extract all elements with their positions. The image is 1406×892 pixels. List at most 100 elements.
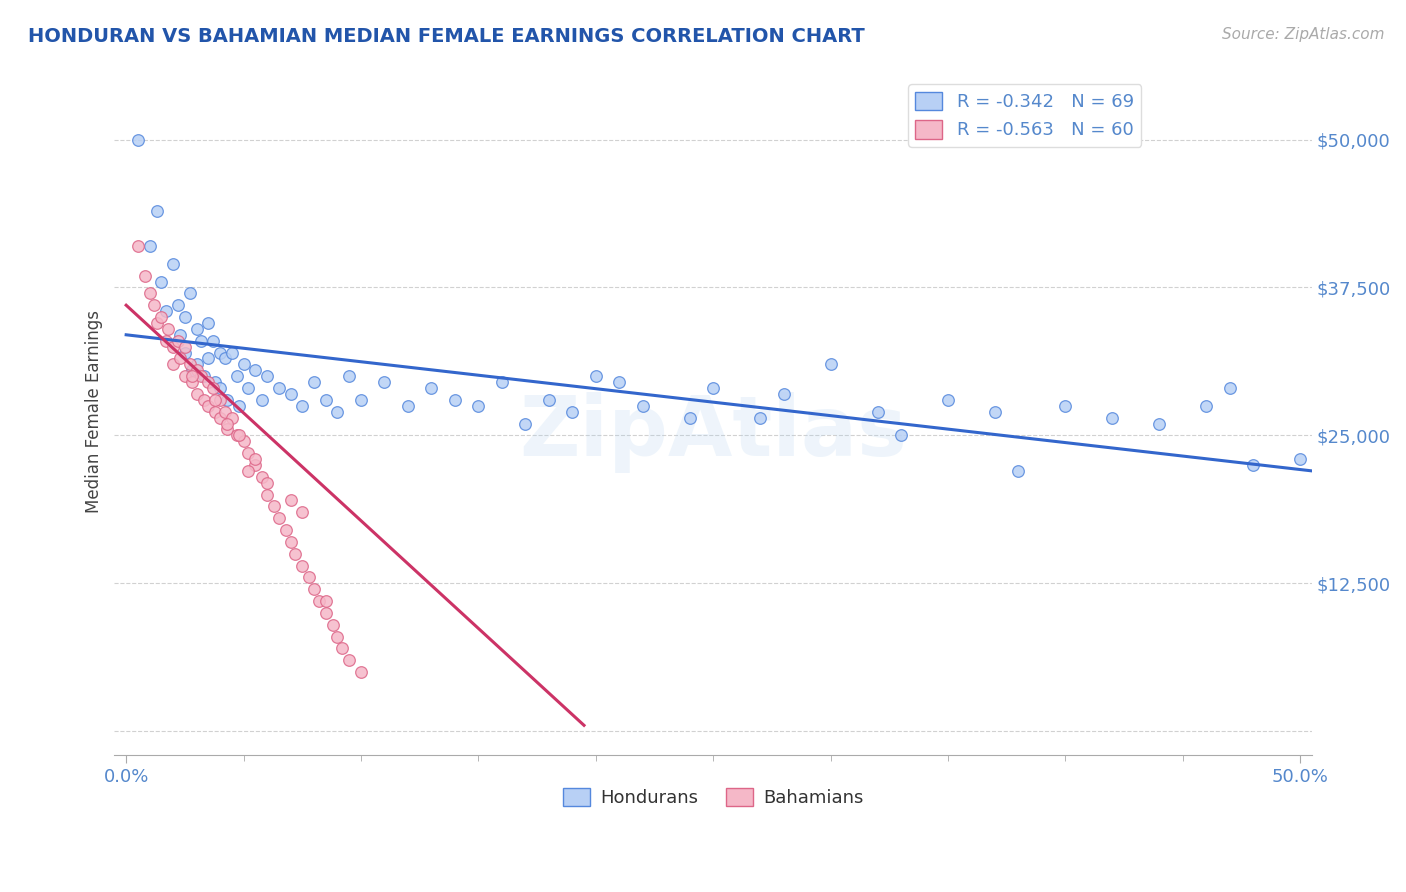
Point	[197, 316, 219, 330]
Y-axis label: Median Female Earnings: Median Female Earnings	[86, 310, 103, 513]
Point	[225, 369, 247, 384]
Point	[245, 458, 267, 472]
Legend: Hondurans, Bahamians: Hondurans, Bahamians	[555, 780, 872, 814]
Point	[150, 275, 173, 289]
Point	[267, 381, 290, 395]
Point	[252, 392, 274, 407]
Point	[444, 392, 467, 407]
Point	[127, 132, 149, 146]
Text: HONDURAN VS BAHAMIAN MEDIAN FEMALE EARNINGS CORRELATION CHART: HONDURAN VS BAHAMIAN MEDIAN FEMALE EARNI…	[28, 27, 865, 45]
Text: ZipAtlas: ZipAtlas	[519, 392, 907, 473]
Point	[232, 434, 254, 449]
Point	[274, 523, 297, 537]
Point	[157, 322, 180, 336]
Point	[302, 375, 325, 389]
Point	[256, 475, 278, 490]
Point	[193, 369, 215, 384]
Point	[820, 357, 842, 371]
Point	[1101, 410, 1123, 425]
Point	[284, 547, 307, 561]
Point	[186, 322, 208, 336]
Point	[280, 534, 302, 549]
Point	[315, 594, 337, 608]
Point	[607, 375, 630, 389]
Point	[209, 345, 232, 359]
Point	[217, 422, 239, 436]
Point	[134, 268, 156, 283]
Point	[298, 570, 321, 584]
Point	[330, 641, 353, 656]
Point	[217, 392, 239, 407]
Point	[225, 428, 247, 442]
Point	[291, 399, 314, 413]
Point	[280, 387, 302, 401]
Point	[180, 369, 202, 384]
Point	[155, 334, 177, 348]
Point	[1241, 458, 1264, 472]
Point	[326, 405, 349, 419]
Point	[866, 405, 889, 419]
Point	[173, 310, 195, 324]
Point	[291, 505, 314, 519]
Point	[245, 363, 267, 377]
Point	[1149, 417, 1171, 431]
Point	[197, 351, 219, 366]
Point	[467, 399, 489, 413]
Point	[337, 653, 360, 667]
Point	[138, 286, 160, 301]
Point	[186, 387, 208, 401]
Point	[217, 417, 239, 431]
Point	[315, 392, 337, 407]
Point	[679, 410, 702, 425]
Point	[155, 304, 177, 318]
Point	[322, 617, 344, 632]
Point	[214, 351, 236, 366]
Point	[1195, 399, 1218, 413]
Point	[138, 239, 160, 253]
Point	[373, 375, 395, 389]
Point	[1054, 399, 1077, 413]
Point	[291, 558, 314, 573]
Point	[772, 387, 794, 401]
Point	[267, 511, 290, 525]
Point	[350, 665, 373, 679]
Point	[984, 405, 1007, 419]
Point	[1289, 452, 1312, 467]
Point	[169, 351, 191, 366]
Point	[180, 363, 202, 377]
Point	[173, 340, 195, 354]
Point	[749, 410, 772, 425]
Text: Source: ZipAtlas.com: Source: ZipAtlas.com	[1222, 27, 1385, 42]
Point	[179, 286, 201, 301]
Point	[162, 257, 184, 271]
Point	[166, 298, 188, 312]
Point	[193, 392, 215, 407]
Point	[350, 392, 373, 407]
Point	[238, 446, 260, 460]
Point	[221, 410, 243, 425]
Point	[326, 630, 349, 644]
Point	[209, 410, 232, 425]
Point	[197, 399, 219, 413]
Point	[179, 357, 201, 371]
Point	[228, 428, 250, 442]
Point	[180, 375, 202, 389]
Point	[190, 369, 212, 384]
Point	[315, 606, 337, 620]
Point	[420, 381, 443, 395]
Point	[150, 310, 173, 324]
Point	[302, 582, 325, 597]
Point	[202, 334, 225, 348]
Point	[232, 357, 254, 371]
Point	[936, 392, 959, 407]
Point	[702, 381, 724, 395]
Point	[256, 369, 278, 384]
Point	[186, 357, 208, 371]
Point	[396, 399, 419, 413]
Point	[252, 470, 274, 484]
Point	[202, 381, 225, 395]
Point	[256, 487, 278, 501]
Point	[162, 340, 184, 354]
Point	[169, 327, 191, 342]
Point	[173, 369, 195, 384]
